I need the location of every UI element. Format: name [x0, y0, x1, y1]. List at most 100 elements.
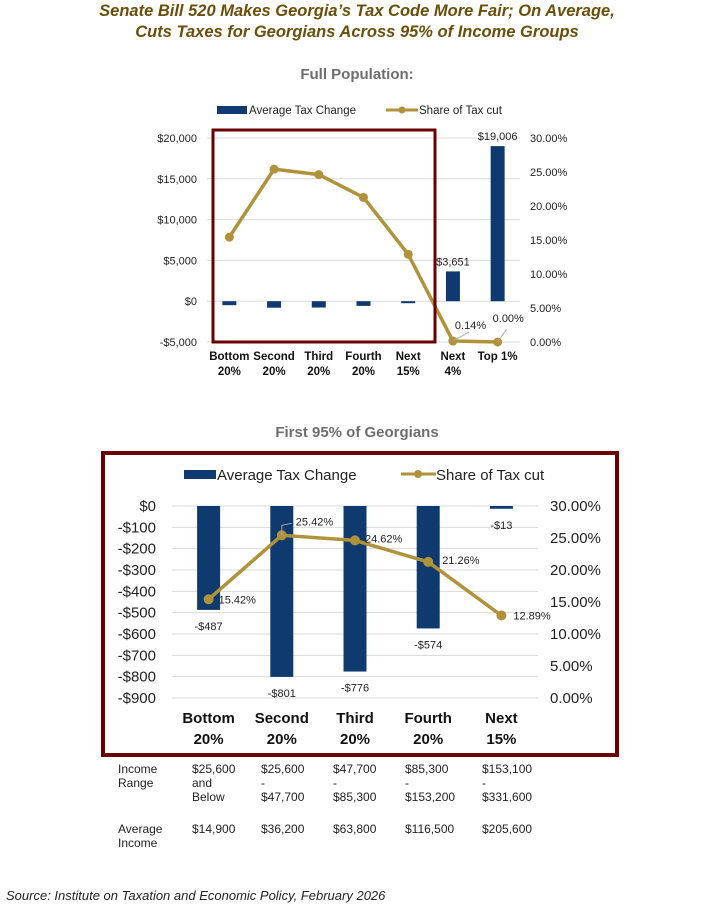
left-axis-tick: -$500	[118, 605, 156, 622]
income-range-line: Below	[192, 790, 225, 804]
legend-bar-label: Average Tax Change	[217, 467, 357, 484]
chart-frame	[101, 451, 619, 757]
right-axis-tick: 15.00%	[530, 235, 568, 247]
category-label: Next	[396, 351, 421, 363]
income-range-label-line: Range	[118, 776, 154, 790]
average-income-cell: $116,500	[405, 822, 455, 836]
line-point	[203, 594, 214, 605]
bar-data-label: -$574	[414, 639, 442, 651]
income-range-line: $331,600	[482, 790, 533, 804]
income-range-line: $153,200	[405, 790, 456, 804]
average-income-cell: $14,900	[192, 822, 236, 836]
category-label: 20%	[194, 731, 224, 748]
line-point	[403, 249, 413, 259]
category-label: 20%	[340, 731, 370, 748]
category-label: Next	[485, 710, 518, 727]
bar-data-label: $19,006	[478, 131, 518, 143]
chart1-title: Full Population:	[300, 66, 414, 83]
right-axis-tick: 25.00%	[530, 167, 568, 179]
income-range-line: $47,700	[261, 790, 305, 804]
category-label: Top 1%	[478, 351, 518, 363]
left-axis-tick: -$600	[118, 626, 156, 643]
average-income-label-line: Income	[118, 836, 158, 850]
source-note: Source: Institute on Taxation and Econom…	[6, 888, 386, 903]
category-label: 15%	[397, 366, 420, 378]
line-point	[350, 535, 360, 546]
category-label: 20%	[413, 731, 443, 748]
income-range-cell: $85,300- $153,200	[405, 762, 455, 804]
page-title-line-1: Senate Bill 520 Makes Georgia’s Tax Code…	[99, 2, 615, 20]
category-label: Next	[440, 351, 465, 363]
left-axis-tick: -$700	[118, 647, 156, 664]
bar-data-label: $3,651	[436, 256, 470, 268]
line-data-label: 24.62%	[365, 533, 403, 545]
income-range-line: -	[482, 776, 486, 790]
left-axis-tick: $0	[185, 296, 197, 308]
bar	[197, 506, 221, 610]
legend-line-marker	[414, 470, 422, 478]
line-point	[314, 170, 324, 180]
legend-bar-swatch	[217, 106, 247, 114]
left-axis-tick: -$900	[118, 690, 156, 707]
income-range-line: $85,300	[405, 762, 449, 776]
line-point	[269, 164, 279, 174]
income-range-line: $25,600	[261, 762, 305, 776]
income-range-cell: $25,600- $47,700	[261, 762, 304, 804]
left-axis-tick: $0	[139, 498, 156, 515]
income-range-line: -	[333, 776, 337, 790]
category-label: 20%	[307, 366, 330, 378]
right-axis-tick: 30.00%	[530, 133, 568, 145]
line-data-label: 0.00%	[493, 313, 524, 325]
legend-bar-label: Average Tax Change	[249, 105, 356, 117]
left-axis-tick: $10,000	[157, 215, 197, 227]
category-label: 15%	[486, 731, 516, 748]
income-range-line: and	[192, 776, 213, 790]
chart-full-population: Average Tax Change Share of Tax cut $20,00…	[157, 105, 568, 378]
bar	[267, 301, 282, 308]
right-axis-tick: 25.00%	[550, 530, 601, 547]
line-data-label: 0.14%	[455, 320, 486, 332]
bar	[401, 301, 416, 304]
line-point	[496, 610, 507, 621]
leader-line	[281, 522, 292, 536]
highlight-box	[211, 128, 437, 344]
bar	[356, 301, 371, 306]
bar	[490, 146, 505, 302]
right-axis-tick: 10.00%	[530, 269, 568, 281]
category-label: 4%	[445, 366, 462, 378]
average-income-cell: $36,200	[261, 822, 305, 836]
line-point	[423, 556, 434, 567]
right-axis-tick: 0.00%	[550, 690, 593, 707]
average-income-label: Average Income	[118, 822, 176, 850]
right-axis-tick: 20.00%	[550, 562, 601, 579]
line-data-label: 12.89%	[513, 611, 551, 623]
right-axis-tick: 30.00%	[550, 498, 601, 515]
category-label: 20%	[267, 731, 297, 748]
category-label: 20%	[352, 366, 375, 378]
income-range-line: $85,300	[333, 790, 377, 804]
bar	[311, 301, 326, 308]
average-income-cell: $205,600	[482, 822, 533, 836]
bar	[270, 506, 294, 677]
income-range-line: $153,100	[482, 762, 533, 776]
left-axis-tick: -$400	[118, 583, 156, 600]
legend-line-label: Share of Tax cut	[419, 105, 503, 117]
bar	[489, 506, 513, 509]
line-data-label: 25.42%	[296, 516, 334, 528]
income-range-line: -	[405, 776, 409, 790]
left-axis-tick: -$100	[118, 519, 156, 536]
right-axis-tick: 20.00%	[530, 201, 568, 213]
legend-line-marker	[398, 106, 406, 114]
category-label: 20%	[263, 366, 286, 378]
bar	[445, 271, 460, 302]
bar	[222, 301, 237, 306]
line-data-label: 15.42%	[219, 594, 257, 606]
category-label: Third	[336, 710, 374, 727]
bar-data-label: -$801	[268, 688, 296, 700]
right-axis-tick: 10.00%	[550, 626, 601, 643]
income-range-line: $47,700	[333, 762, 377, 776]
left-axis-tick: $15,000	[157, 174, 197, 186]
bar-data-label: -$13	[490, 520, 512, 532]
bar	[416, 506, 440, 629]
